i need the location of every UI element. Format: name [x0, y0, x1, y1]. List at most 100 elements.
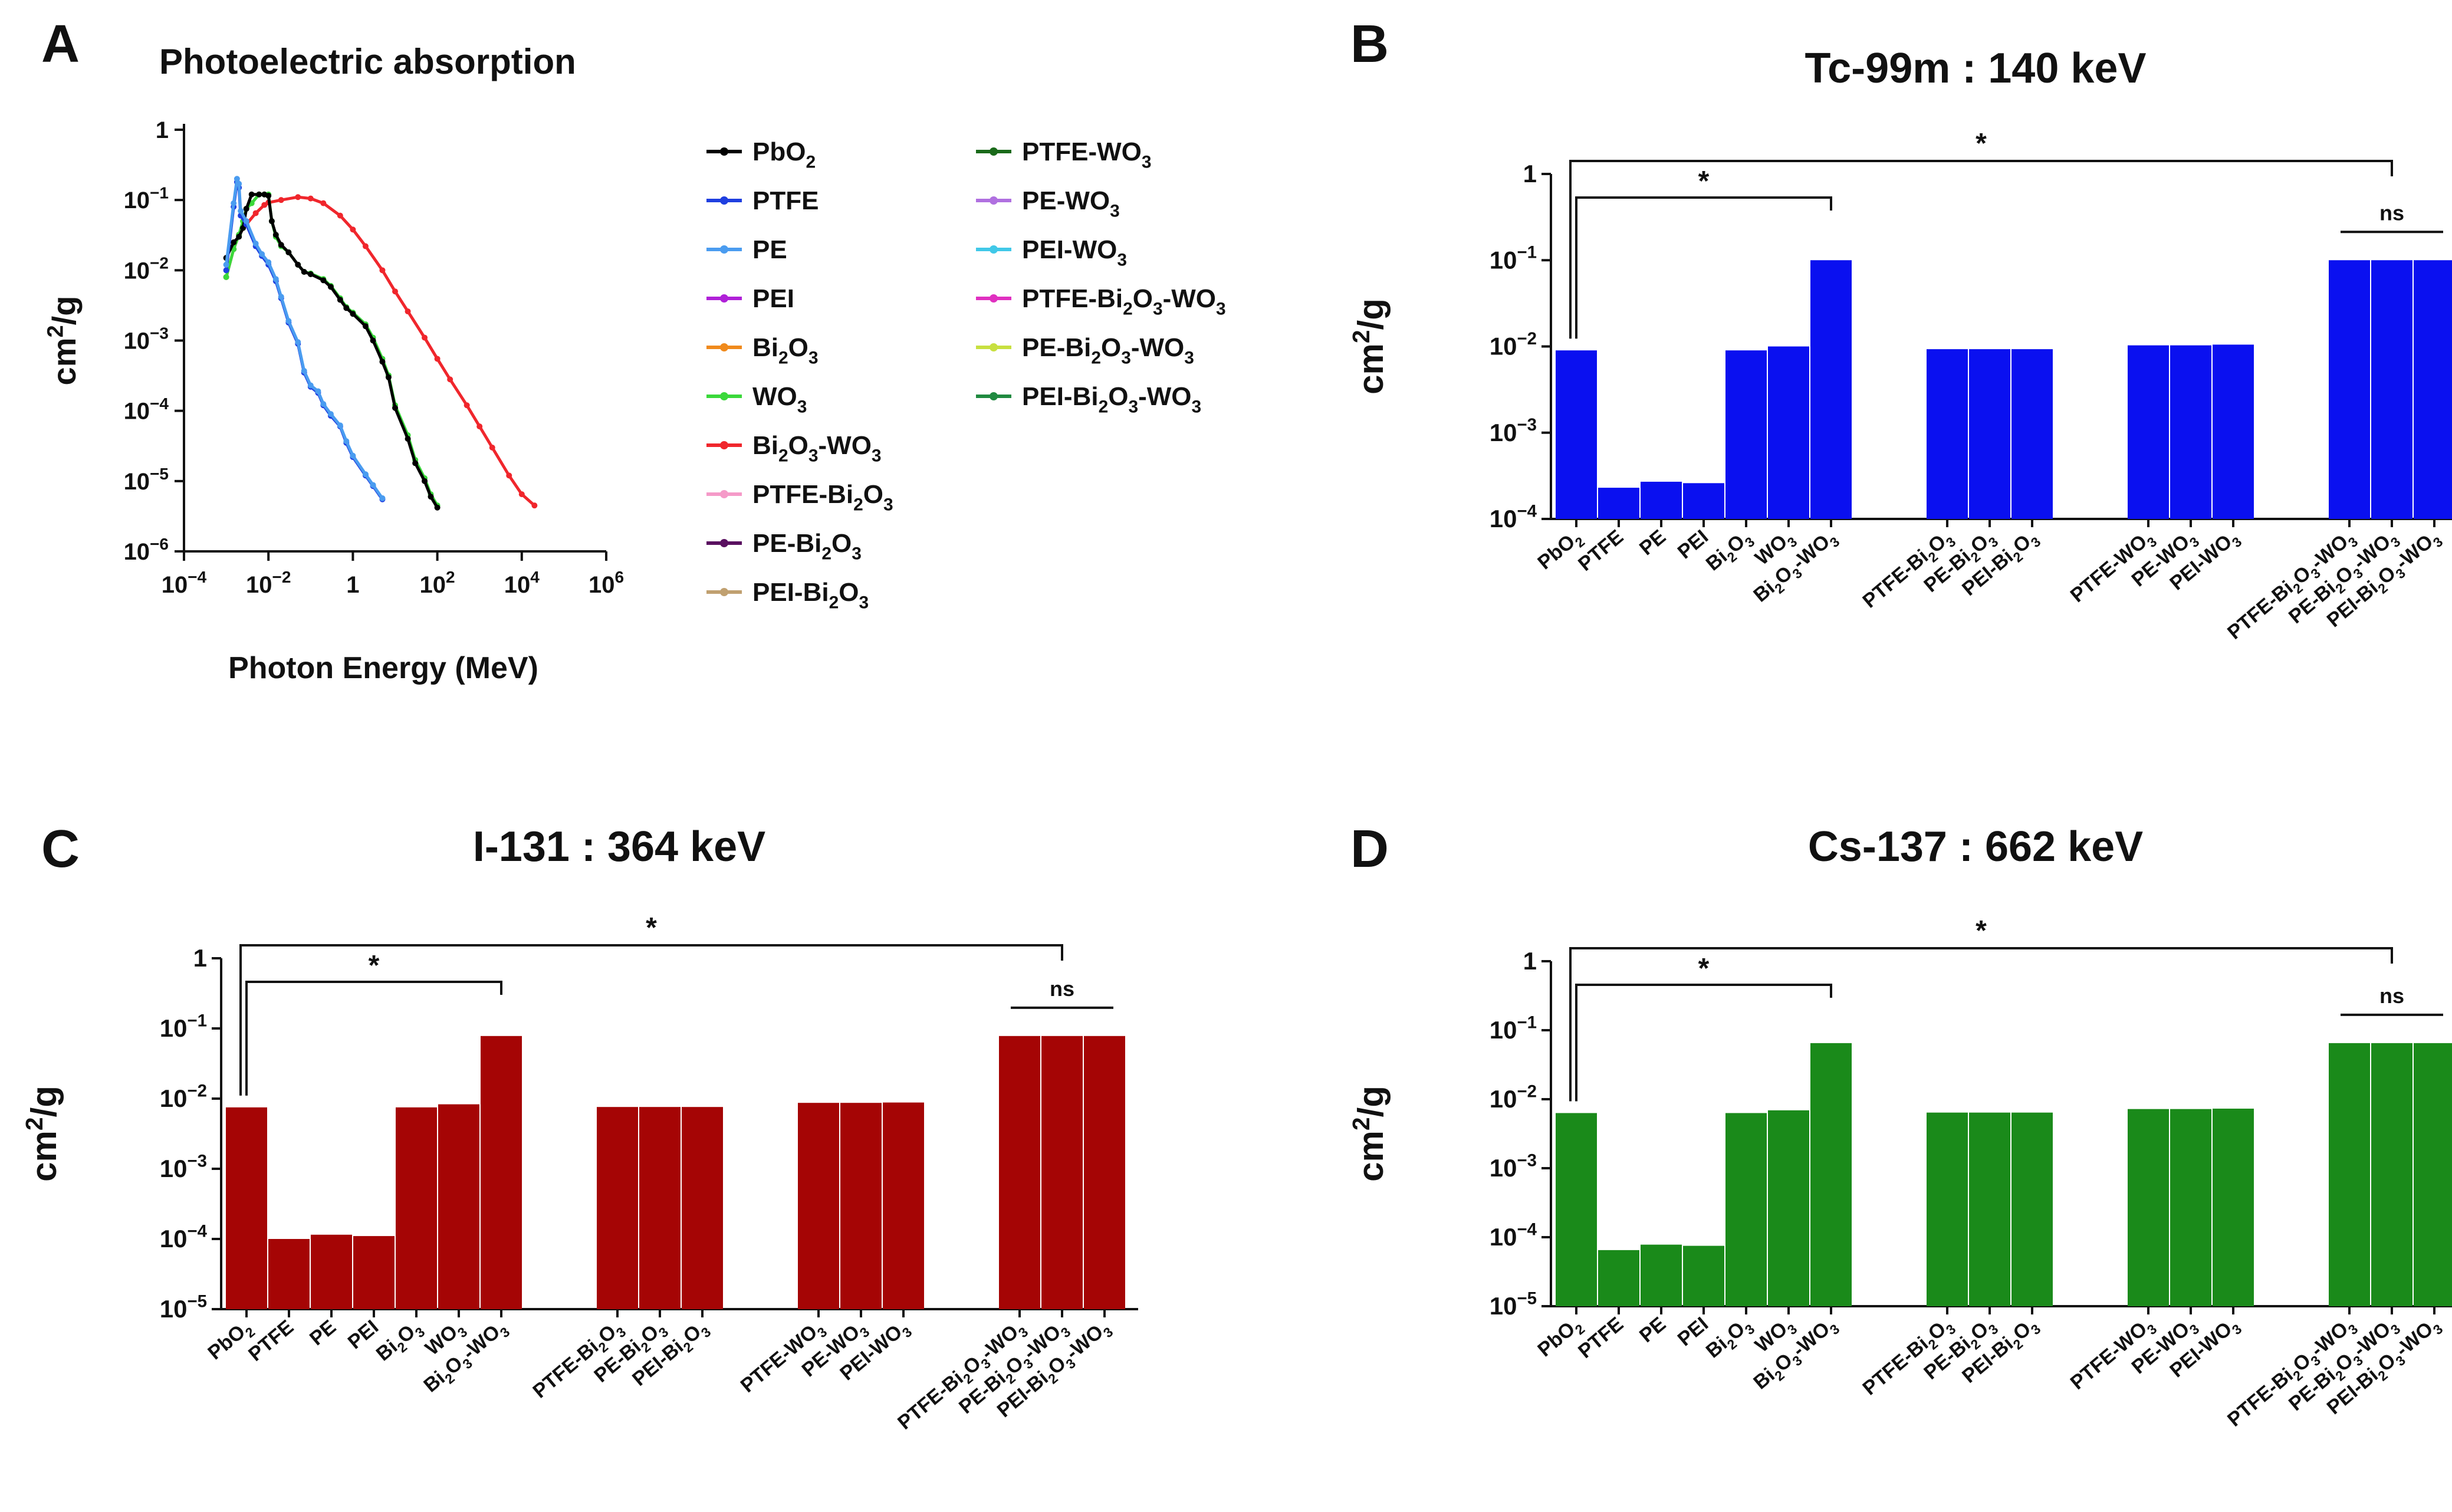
significance-label: *	[1976, 915, 1987, 946]
series-point	[278, 197, 284, 203]
bar-pe-wo3	[2170, 345, 2211, 519]
y-axis-label: cm2/g	[44, 296, 83, 386]
series-point	[265, 259, 272, 265]
x-tick-label: Bi2O3	[1702, 525, 1758, 578]
series-line-wo3	[225, 193, 439, 507]
y-tick-label: 1	[193, 944, 207, 972]
series-point	[223, 274, 229, 280]
y-tick-label: 10−2	[124, 254, 169, 284]
x-tick-label: Bi2O3	[1702, 1313, 1758, 1366]
series-point	[231, 200, 237, 206]
series-point	[476, 423, 483, 430]
bar-ptfe-bi2o3	[1927, 1112, 1968, 1306]
x-tick-label: PTFE	[1574, 1313, 1628, 1363]
significance-label: *	[646, 912, 657, 944]
bar-bi2o3-wo3	[481, 1036, 522, 1309]
x-tick-label: PbO2	[1533, 525, 1587, 577]
significance-bracket-inner	[245, 981, 502, 1096]
legend-swatch-marker	[990, 294, 998, 303]
significance-bracket-inner	[1575, 984, 1832, 1102]
legend-label: WO3	[752, 382, 807, 416]
legend-label: PTFE-Bi2O3-WO3	[1022, 284, 1226, 318]
series-point	[295, 339, 301, 346]
bar-ptfe-wo3	[2128, 1109, 2169, 1306]
panel-letter-a: A	[41, 15, 80, 74]
bar-ptfe	[1598, 488, 1639, 519]
bar-ptfe-bi2o3-wo3	[2329, 260, 2370, 519]
series-point	[252, 241, 259, 247]
bar-ptfe-wo3	[2128, 345, 2169, 519]
series-point	[231, 239, 237, 245]
series-point	[223, 261, 229, 268]
significance-label: ns	[1050, 977, 1074, 1001]
legend-swatch-marker	[990, 196, 998, 205]
bar-pe-bi2o3-wo3	[2371, 260, 2412, 519]
legend-swatch-marker	[720, 490, 728, 498]
bar-pei	[353, 1236, 395, 1309]
series-point	[327, 284, 334, 290]
bar-bi2o3	[396, 1107, 437, 1309]
series-point	[315, 388, 321, 395]
x-tick-label: 102	[420, 568, 455, 598]
bar-pei-bi2o3-wo3	[2414, 260, 2452, 519]
x-tick-label: PE	[1635, 525, 1670, 560]
y-tick-label: 10−3	[160, 1151, 207, 1182]
bar-pei-bi2o3-wo3	[1084, 1036, 1125, 1309]
bar-pe	[1641, 1244, 1682, 1306]
x-tick-label: WO3	[421, 1316, 470, 1363]
bar-pe-wo3	[2170, 1109, 2211, 1306]
series-point	[518, 491, 525, 498]
series-point	[320, 277, 327, 284]
bar-pe-bi2o3-wo3	[1041, 1036, 1083, 1309]
significance-bracket-outer	[1569, 160, 2393, 339]
legend-label: PEI-Bi2O3-WO3	[1022, 382, 1201, 416]
series-point	[379, 267, 386, 274]
bar-pei-bi2o3-wo3	[2414, 1043, 2452, 1306]
y-tick-label: 10−2	[1490, 1082, 1537, 1113]
series-point	[259, 251, 265, 257]
y-axis-label: cm2/g	[1347, 1086, 1391, 1182]
series-point	[506, 472, 512, 479]
significance-bracket-outer	[239, 944, 1063, 1096]
bar-bi2o3	[1725, 1113, 1767, 1306]
series-point	[223, 267, 229, 274]
series-point	[320, 401, 327, 407]
series-point	[278, 294, 284, 300]
series-point	[428, 494, 434, 500]
series-point	[243, 218, 249, 225]
legend-label: PEI	[752, 284, 794, 313]
series-point	[307, 195, 314, 202]
series-point	[412, 460, 419, 466]
series-point	[343, 438, 350, 445]
significance-bracket-inner	[1575, 196, 1832, 339]
bar-bi2o3-wo3	[1810, 1043, 1852, 1306]
bar-pbo2	[226, 1107, 267, 1309]
x-tick-label: 10−4	[162, 568, 207, 598]
y-axis-label: cm2/g	[21, 1086, 64, 1182]
y-tick-label: 10−1	[1490, 1013, 1537, 1044]
series-point	[278, 242, 284, 248]
series-point	[295, 194, 301, 200]
series-point	[337, 297, 343, 303]
series-point	[362, 243, 369, 249]
y-tick-label: 1	[1523, 160, 1537, 188]
bar-pei	[1683, 1245, 1724, 1306]
series-point	[301, 268, 307, 275]
x-tick-label: 1	[346, 572, 359, 598]
panel-letter-d: D	[1350, 820, 1389, 879]
series-point	[285, 249, 292, 255]
x-tick-label: PTFE	[1574, 525, 1628, 576]
x-tick-label: Bi2O3-WO3	[419, 1316, 512, 1400]
legend-label: PTFE	[752, 186, 819, 215]
y-tick-label: 1	[156, 117, 169, 143]
series-point	[272, 232, 279, 238]
bar-pe-bi2o3-wo3	[2371, 1043, 2412, 1306]
x-tick-label: PbO2	[203, 1316, 258, 1367]
significance-label: ns	[2379, 984, 2404, 1008]
legend-swatch-marker	[720, 196, 728, 205]
y-tick-label: 10−5	[124, 465, 169, 495]
x-axis-label: Photon Energy (MeV)	[228, 651, 538, 685]
legend-label: Bi2O3	[752, 333, 819, 367]
y-tick-label: 10−5	[1490, 1289, 1537, 1320]
y-tick-label: 10−4	[1490, 501, 1537, 533]
